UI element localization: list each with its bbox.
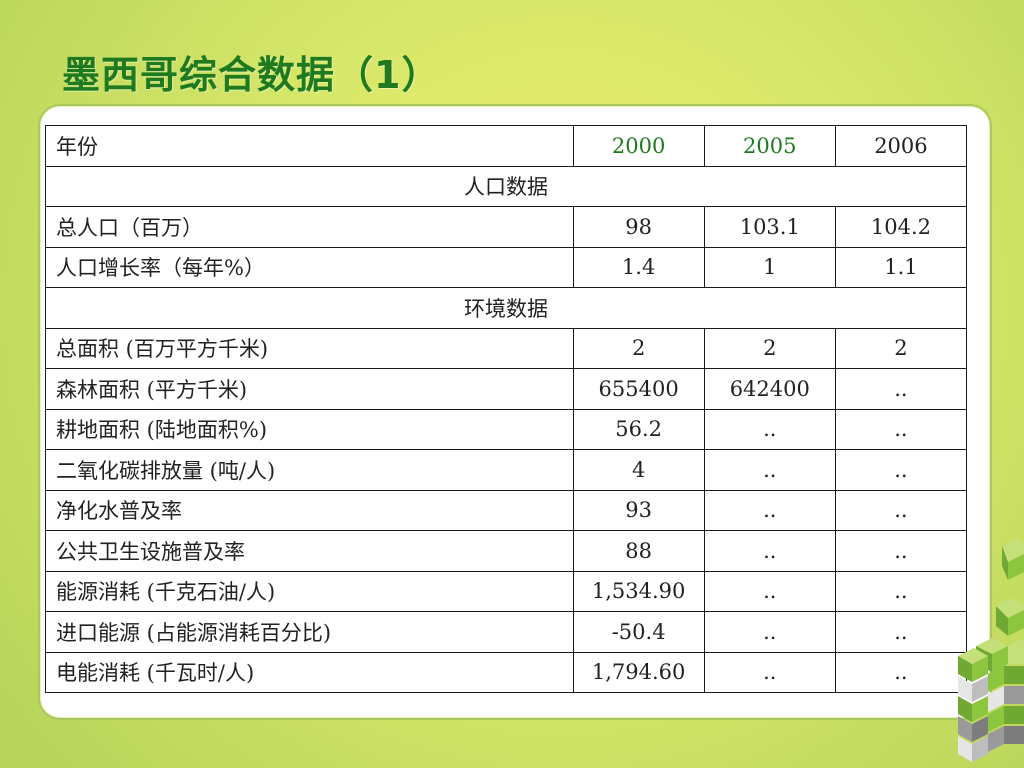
year-2005-header: 2005 bbox=[703, 125, 836, 167]
row-value-2005: 1 bbox=[703, 246, 836, 288]
cube-icon bbox=[988, 706, 1024, 732]
cube-icon bbox=[988, 686, 1024, 712]
cube-icon bbox=[996, 598, 1024, 636]
row-value-2006: 104.2 bbox=[834, 206, 968, 248]
row-value-2000: 88 bbox=[572, 530, 705, 572]
row-label: 耕地面积 (陆地面积%) bbox=[45, 408, 574, 450]
row-value-2000: 56.2 bbox=[572, 408, 705, 450]
cube-icon bbox=[958, 648, 988, 682]
row-value-2005: .. bbox=[703, 611, 836, 653]
row-value-2005: 103.1 bbox=[703, 206, 836, 248]
row-value-2006: .. bbox=[834, 408, 968, 450]
cube-icon bbox=[958, 696, 988, 722]
row-value-2000: 4 bbox=[572, 449, 705, 491]
row-value-2006: .. bbox=[834, 449, 968, 491]
row-label: 人口增长率（每年%） bbox=[45, 246, 574, 288]
row-value-2005: 642400 bbox=[703, 368, 836, 410]
table-row: 森林面积 (平方千米) 655400 642400.. bbox=[45, 368, 968, 410]
stacked-cubes-decoration bbox=[958, 538, 1024, 762]
row-value-2005: 2 bbox=[703, 327, 836, 369]
row-value-2000: 655400 bbox=[572, 368, 705, 410]
table-row: 净化水普及率 93.... bbox=[45, 489, 968, 531]
section-header-row: 环境数据 bbox=[45, 287, 967, 329]
row-value-2006: .. bbox=[834, 489, 968, 531]
row-label: 进口能源 (占能源消耗百分比) bbox=[45, 611, 574, 653]
row-value-2005: .. bbox=[703, 570, 836, 612]
row-value-2000: 1,794.60 bbox=[572, 651, 705, 693]
table-row: 二氧化碳排放量 (吨/人) 4.... bbox=[45, 449, 968, 491]
row-value-2000: 93 bbox=[572, 489, 705, 531]
year-2006-header: 2006 bbox=[834, 125, 968, 167]
row-value-2000: 2 bbox=[572, 327, 705, 369]
table-row: 总人口（百万） 98 103.1 104.2 bbox=[45, 206, 968, 248]
row-value-2005: .. bbox=[703, 530, 836, 572]
section-header-label: 人口数据 bbox=[45, 165, 967, 207]
cube-icon bbox=[958, 716, 988, 742]
row-value-2000: 98 bbox=[572, 206, 705, 248]
table-row: 能源消耗 (千克石油/人) 1,534.90.... bbox=[45, 570, 968, 612]
row-value-2006: 1.1 bbox=[834, 246, 968, 288]
row-value-2006: .. bbox=[834, 611, 968, 653]
table-row: 进口能源 (占能源消耗百分比) -50.4.... bbox=[45, 611, 968, 653]
table-row: 电能消耗 (千瓦时/人) 1,794.60.... bbox=[45, 651, 968, 693]
cube-icon bbox=[988, 726, 1024, 752]
row-label: 公共卫生设施普及率 bbox=[45, 530, 574, 572]
cube-icon bbox=[988, 666, 1024, 692]
row-value-2006: .. bbox=[834, 368, 968, 410]
mexico-data-table: 年份 2000 2005 2006 人口数据 总人口（百万） 98 103.1 104.… bbox=[45, 125, 968, 693]
cube-icon bbox=[1008, 638, 1024, 664]
table-row: 公共卫生设施普及率 88.... bbox=[45, 530, 968, 572]
section-header-label: 环境数据 bbox=[45, 287, 967, 329]
cube-icon bbox=[958, 676, 988, 702]
row-label: 总面积 (百万平方千米) bbox=[45, 327, 574, 369]
year-2000-header: 2000 bbox=[572, 125, 705, 167]
section-header-row: 人口数据 bbox=[45, 165, 967, 207]
row-value-2000: 1,534.90 bbox=[572, 570, 705, 612]
year-header-label: 年份 bbox=[45, 125, 574, 167]
row-label: 能源消耗 (千克石油/人) bbox=[45, 570, 574, 612]
cube-icon bbox=[1002, 538, 1024, 580]
slide-title: 墨西哥综合数据（1） bbox=[62, 53, 441, 97]
table-header-row: 年份 2000 2005 2006 bbox=[45, 125, 968, 167]
cube-icon bbox=[958, 736, 988, 762]
row-label: 电能消耗 (千瓦时/人) bbox=[45, 651, 574, 693]
table-row: 总面积 (百万平方千米) 2 2 2 bbox=[45, 327, 968, 369]
row-label: 二氧化碳排放量 (吨/人) bbox=[45, 449, 574, 491]
row-value-2000: 1.4 bbox=[572, 246, 705, 288]
row-label: 总人口（百万） bbox=[45, 206, 574, 248]
table-row: 耕地面积 (陆地面积%) 56.2.... bbox=[45, 408, 968, 450]
row-label: 净化水普及率 bbox=[45, 489, 574, 531]
table-row: 人口增长率（每年%） 1.4 1 1.1 bbox=[45, 246, 968, 288]
row-value-2000: -50.4 bbox=[572, 611, 705, 653]
row-value-2005: .. bbox=[703, 651, 836, 693]
row-label: 森林面积 (平方千米) bbox=[45, 368, 574, 410]
row-value-2005: .. bbox=[703, 449, 836, 491]
row-value-2005: .. bbox=[703, 489, 836, 531]
row-value-2005: .. bbox=[703, 408, 836, 450]
row-value-2006: 2 bbox=[834, 327, 968, 369]
